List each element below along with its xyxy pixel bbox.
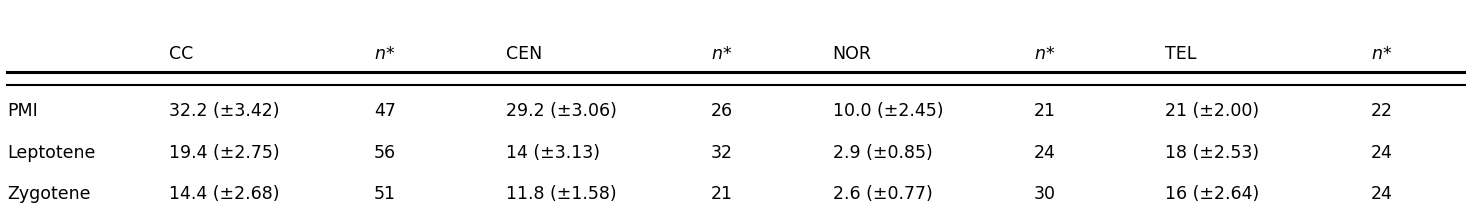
Text: CEN: CEN [506,45,542,63]
Text: 24: 24 [1371,185,1393,203]
Text: 18 (±2.53): 18 (±2.53) [1165,144,1259,162]
Text: 11.8 (±1.58): 11.8 (±1.58) [506,185,616,203]
Text: $n$*: $n$* [374,45,394,63]
Text: 21: 21 [1034,102,1056,120]
Text: $n$*: $n$* [711,45,732,63]
Text: 22: 22 [1371,102,1393,120]
Text: CC: CC [169,45,194,63]
Text: 16 (±2.64): 16 (±2.64) [1165,185,1259,203]
Text: 30: 30 [1034,185,1056,203]
Text: 51: 51 [374,185,396,203]
Text: 47: 47 [374,102,396,120]
Text: 2.9 (±0.85): 2.9 (±0.85) [833,144,932,162]
Text: 2.6 (±0.77): 2.6 (±0.77) [833,185,932,203]
Text: Zygotene: Zygotene [7,185,91,203]
Text: 14.4 (±2.68): 14.4 (±2.68) [169,185,279,203]
Text: NOR: NOR [833,45,872,63]
Text: $n$*: $n$* [1371,45,1391,63]
Text: 32.2 (±3.42): 32.2 (±3.42) [169,102,279,120]
Text: 21 (±2.00): 21 (±2.00) [1165,102,1259,120]
Text: TEL: TEL [1165,45,1196,63]
Text: 19.4 (±2.75): 19.4 (±2.75) [169,144,279,162]
Text: 56: 56 [374,144,396,162]
Text: 26: 26 [711,102,733,120]
Text: 29.2 (±3.06): 29.2 (±3.06) [506,102,617,120]
Text: 21: 21 [711,185,733,203]
Text: 14 (±3.13): 14 (±3.13) [506,144,600,162]
Text: $n$*: $n$* [1034,45,1054,63]
Text: 24: 24 [1371,144,1393,162]
Text: 32: 32 [711,144,733,162]
Text: 10.0 (±2.45): 10.0 (±2.45) [833,102,943,120]
Text: PMI: PMI [7,102,38,120]
Text: 24: 24 [1034,144,1056,162]
Text: Leptotene: Leptotene [7,144,95,162]
